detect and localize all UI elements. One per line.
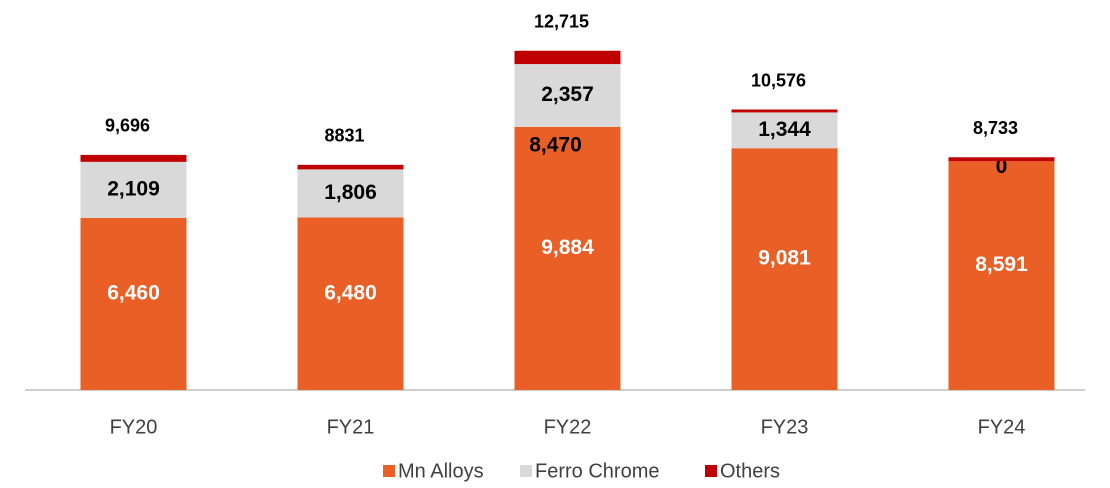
legend-swatch [705,465,717,477]
bar-segment [80,154,187,162]
data-label: 8,591 [975,253,1028,276]
data-label: 1,806 [324,181,377,204]
bar-segment [80,161,187,218]
bar-segment [731,109,838,113]
data-label: 0 [996,155,1008,178]
x-tick-label: FY24 [978,416,1026,438]
total-label: 9,696 [105,116,150,136]
x-tick-label: FY21 [327,416,375,438]
annotation: 8,470 [529,133,582,156]
bar-segment [80,218,187,390]
total-label: 8831 [324,126,364,146]
bar-segment [297,217,404,390]
data-label: 2,109 [107,177,160,200]
legend-label: Others [720,460,780,482]
data-label: 9,081 [758,247,811,270]
bar-segment [514,64,621,127]
bar-segment [514,50,621,65]
x-tick-label: FY23 [761,416,809,438]
bar-segment [731,148,838,390]
bar-segment [514,126,621,390]
bar-segment [297,169,404,218]
bar-segment [297,164,404,170]
legend-swatch [383,465,395,477]
total-label: 10,576 [751,70,806,90]
x-tick-label: FY22 [544,416,592,438]
bar-segment [948,161,1055,390]
legend-swatch [520,465,532,477]
data-label: 6,460 [107,282,160,305]
data-label: 1,344 [758,118,811,141]
data-label: 9,884 [541,236,594,259]
total-label: 12,715 [534,12,589,32]
total-label: 8,733 [973,118,1018,138]
bar-segment [731,112,838,149]
data-label: 6,480 [324,281,377,304]
data-label: 2,357 [541,83,594,106]
legend-label: Mn Alloys [398,460,484,482]
legend-label: Ferro Chrome [535,460,659,482]
x-tick-label: FY20 [110,416,158,438]
bar-segment [948,157,1055,162]
